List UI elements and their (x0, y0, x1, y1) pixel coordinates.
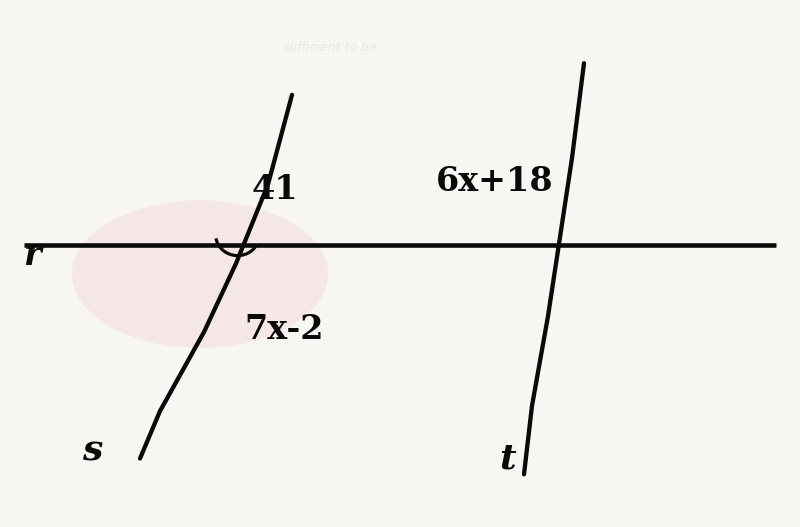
Text: t: t (500, 442, 516, 475)
Text: s: s (82, 434, 102, 467)
Text: r: r (23, 239, 41, 272)
Text: 41: 41 (252, 173, 298, 206)
Text: sufficient to be...: sufficient to be... (283, 41, 389, 54)
Ellipse shape (72, 200, 328, 348)
Text: 6x+18: 6x+18 (436, 165, 554, 198)
Text: 7x-2: 7x-2 (244, 313, 323, 346)
